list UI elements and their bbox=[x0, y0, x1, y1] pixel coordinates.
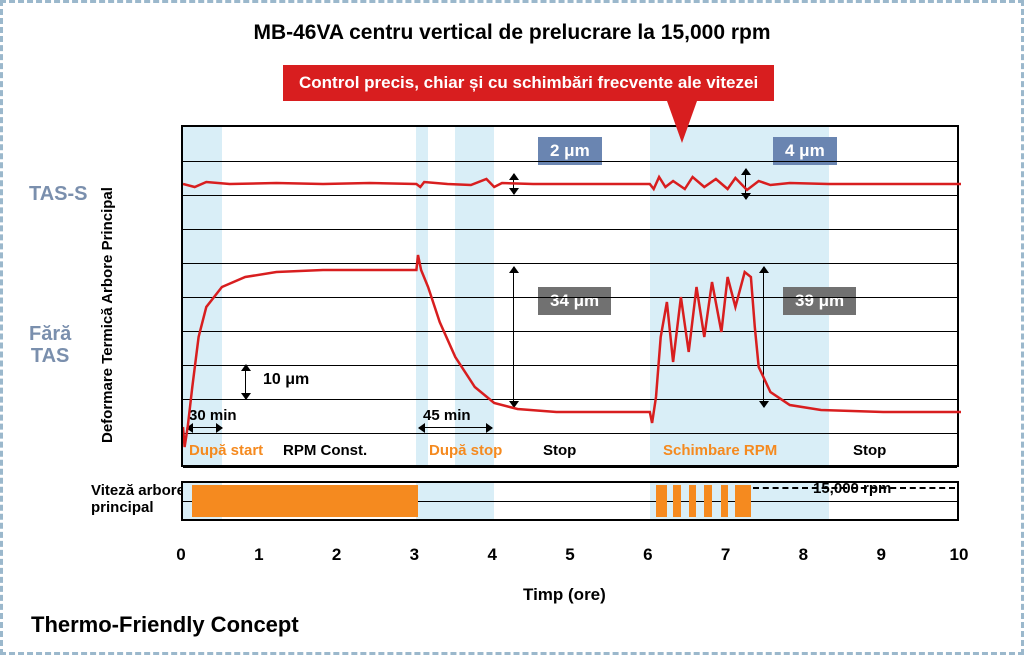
label-tas-s: TAS-S bbox=[29, 183, 88, 206]
speed-bar bbox=[656, 485, 667, 517]
x-tick: 2 bbox=[332, 545, 341, 565]
main-plot: 2 μm 4 μm 34 μm 39 μm 10 μm 30 min 45 mi… bbox=[181, 125, 959, 467]
speed-bar bbox=[673, 485, 681, 517]
x-tick: 4 bbox=[487, 545, 496, 565]
chart-title: MB-46VA centru vertical de prelucrare la… bbox=[25, 21, 999, 45]
speed-bar bbox=[735, 485, 751, 517]
x-tick: 8 bbox=[799, 545, 808, 565]
x-tick: 1 bbox=[254, 545, 263, 565]
speed-bar bbox=[721, 485, 727, 517]
x-tick: 3 bbox=[410, 545, 419, 565]
speed-bar bbox=[689, 485, 697, 517]
x-tick: 9 bbox=[876, 545, 885, 565]
callout: Control precis, chiar și cu schimbări fr… bbox=[283, 65, 774, 101]
callout-arrow-icon bbox=[667, 101, 697, 143]
speed-bar bbox=[704, 485, 712, 517]
label-fara-tas: Fără TAS bbox=[29, 323, 71, 367]
x-tick: 6 bbox=[643, 545, 652, 565]
x-axis-label: Timp (ore) bbox=[523, 585, 606, 605]
rpm-label: 15,000 rpm bbox=[813, 480, 891, 497]
x-tick: 5 bbox=[565, 545, 574, 565]
chart-frame: MB-46VA centru vertical de prelucrare la… bbox=[0, 0, 1024, 655]
fara-tas-line bbox=[183, 255, 961, 447]
footer-text: Thermo-Friendly Concept bbox=[31, 612, 299, 638]
x-tick: 0 bbox=[176, 545, 185, 565]
tas-s-line bbox=[183, 177, 961, 190]
x-tick: 7 bbox=[721, 545, 730, 565]
x-tick: 10 bbox=[950, 545, 969, 565]
line-layer bbox=[183, 127, 961, 469]
y-axis-label: Deformare Termică Arbore Principal bbox=[99, 187, 116, 443]
speed-bar bbox=[192, 485, 418, 517]
speed-axis-label: Viteză arbore principal bbox=[91, 483, 185, 516]
callout-text: Control precis, chiar și cu schimbări fr… bbox=[283, 65, 774, 101]
